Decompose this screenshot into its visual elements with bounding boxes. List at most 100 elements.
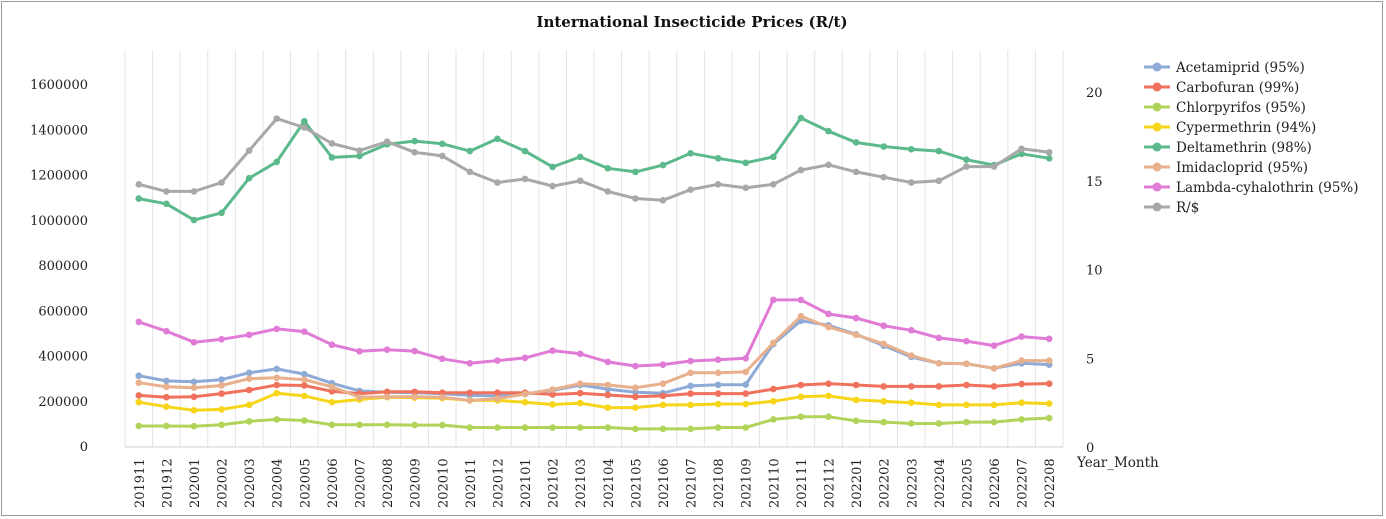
data-point	[135, 392, 143, 399]
data-point	[576, 380, 584, 387]
x-tick-label: 202109	[740, 458, 755, 508]
data-point	[301, 124, 308, 131]
data-point	[907, 399, 915, 406]
data-point	[990, 342, 998, 349]
data-point	[411, 347, 418, 355]
data-point	[632, 388, 639, 396]
data-point	[411, 421, 418, 429]
data-point	[742, 368, 750, 376]
data-point	[218, 179, 225, 186]
data-point	[438, 140, 446, 148]
x-tick-label: 202001	[188, 458, 203, 508]
data-point	[411, 393, 418, 401]
x-axis-title: Year_Month	[1076, 455, 1159, 471]
legend-label: Acetamiprid (95%)	[1175, 60, 1305, 76]
data-point	[163, 393, 170, 401]
data-point	[135, 318, 143, 326]
x-tick-label: 202108	[712, 458, 727, 508]
x-tick-label: 202011	[464, 458, 479, 508]
data-point	[687, 425, 694, 433]
data-point	[190, 407, 198, 414]
data-point	[797, 312, 805, 320]
data-point	[576, 350, 584, 358]
data-point	[218, 376, 225, 383]
data-point	[1018, 150, 1025, 158]
data-point	[659, 380, 667, 387]
series-line	[137, 415, 1051, 431]
data-point	[687, 357, 694, 365]
data-point	[301, 392, 308, 400]
data-point	[549, 347, 556, 354]
data-point	[245, 369, 253, 377]
y-tick-label-left: 1400000	[30, 123, 88, 138]
data-point	[1018, 380, 1025, 388]
legend-label: Carbofuran (99%)	[1176, 80, 1299, 96]
data-point	[935, 383, 943, 390]
data-point	[990, 383, 998, 390]
data-point	[742, 400, 750, 408]
data-point	[797, 413, 805, 420]
data-point	[163, 327, 170, 335]
x-tick-label: 202004	[271, 458, 286, 508]
data-point	[383, 388, 391, 396]
data-point	[907, 383, 915, 390]
data-point	[273, 115, 281, 122]
data-point	[825, 161, 832, 169]
data-point	[797, 114, 805, 122]
data-point	[218, 336, 225, 343]
data-point	[852, 381, 860, 389]
data-point	[797, 393, 805, 401]
x-tick-label: 202102	[547, 458, 562, 508]
data-point	[880, 418, 887, 426]
legend-swatch-marker	[1152, 122, 1162, 132]
y-tick-label-left: 1200000	[30, 169, 88, 184]
data-point	[576, 177, 584, 185]
data-point	[190, 393, 198, 401]
x-tick-label: 202112	[823, 458, 838, 508]
x-tick-label: 202204	[933, 458, 948, 508]
data-point	[963, 418, 970, 426]
x-tick-label: 201912	[160, 458, 175, 508]
data-point	[549, 401, 556, 408]
data-point	[301, 382, 308, 389]
data-point	[273, 325, 281, 333]
data-point	[383, 138, 391, 145]
data-point	[742, 381, 750, 388]
y-tick-label-right: 20	[1086, 86, 1103, 101]
legend-swatch-marker	[1152, 202, 1162, 212]
data-point	[218, 382, 225, 389]
data-point	[632, 168, 639, 176]
x-tick-label: 202012	[491, 458, 506, 508]
data-point	[273, 158, 281, 166]
x-tick-label: 202101	[519, 458, 534, 508]
data-point	[163, 403, 170, 411]
data-point	[301, 417, 308, 424]
y-tick-label-left: 1000000	[30, 214, 88, 229]
legend-label: Deltamethrin (98%)	[1176, 140, 1312, 156]
data-point	[245, 331, 253, 339]
data-point	[1045, 414, 1053, 422]
data-point	[549, 386, 556, 393]
data-point	[907, 326, 915, 334]
data-point	[135, 195, 143, 202]
data-point	[852, 417, 860, 425]
data-point	[494, 395, 501, 402]
x-tick-label: 202106	[657, 458, 672, 508]
data-point	[825, 127, 832, 135]
data-point	[135, 422, 143, 430]
data-point	[438, 152, 446, 160]
data-point	[438, 389, 446, 397]
data-point	[135, 398, 143, 406]
data-point	[714, 181, 722, 188]
data-point	[466, 147, 474, 155]
data-point	[1018, 416, 1025, 423]
data-point	[466, 424, 474, 431]
data-point	[411, 137, 418, 145]
grid-lines	[124, 50, 1064, 448]
data-point	[245, 375, 253, 382]
y-tick-label-left: 800000	[38, 259, 88, 274]
data-point	[273, 381, 281, 389]
data-point	[383, 421, 391, 429]
legend-swatch-marker	[1152, 182, 1162, 192]
x-tick-label: 202107	[685, 458, 700, 508]
